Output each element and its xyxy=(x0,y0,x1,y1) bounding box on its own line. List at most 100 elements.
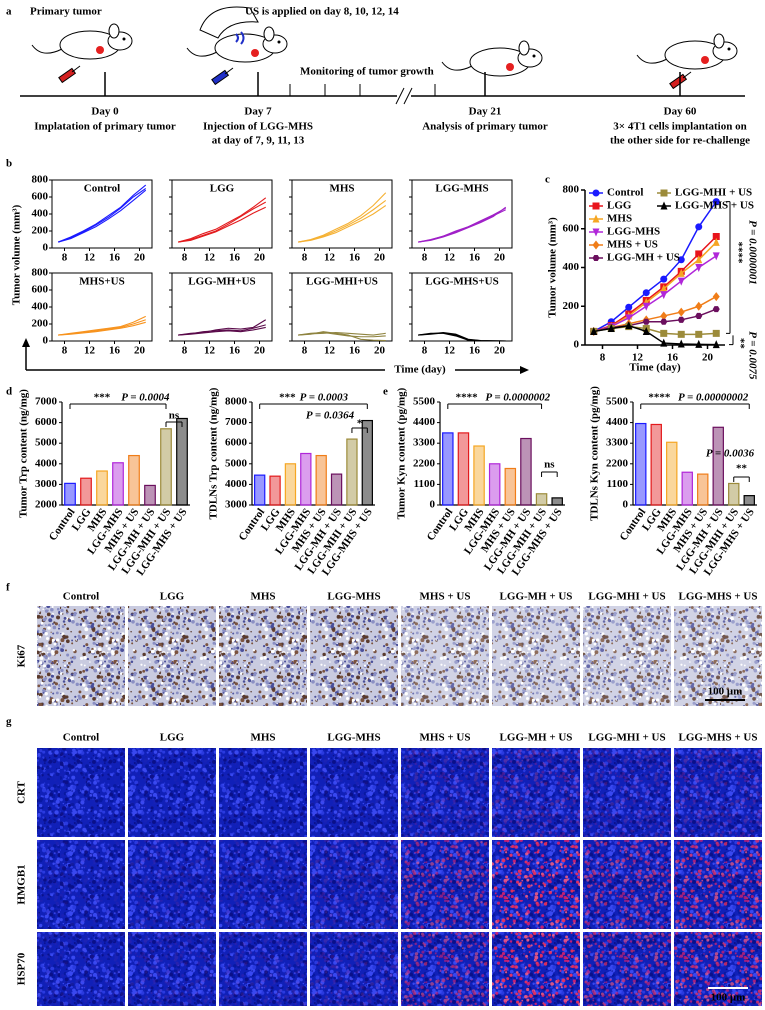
bar xyxy=(520,437,532,506)
syringe xyxy=(211,69,230,86)
bar xyxy=(650,423,662,506)
marker xyxy=(660,338,668,347)
y-tick-label: 800 xyxy=(32,174,49,186)
marker xyxy=(592,228,600,237)
if-image xyxy=(37,748,125,837)
marker xyxy=(660,318,668,325)
syringe xyxy=(58,67,77,84)
legend-label: MHS + US xyxy=(607,239,658,251)
marker xyxy=(592,189,600,197)
if-signal xyxy=(674,748,762,837)
subplot-title: Control xyxy=(84,183,120,195)
x-tick-label: 8 xyxy=(62,252,68,264)
timeline-break xyxy=(395,87,405,105)
marker xyxy=(677,277,685,286)
mouse-tail xyxy=(186,47,218,57)
p-value: P = 0.0036 xyxy=(706,448,755,460)
x-tick-label: 8 xyxy=(182,252,188,264)
bar xyxy=(635,422,647,506)
mouse-ear xyxy=(108,23,120,39)
marker xyxy=(642,326,650,335)
needle xyxy=(71,65,81,73)
y-tick-label: 0 xyxy=(43,335,49,347)
row-label: HMGB1 xyxy=(16,864,28,904)
x-tick-label: 20 xyxy=(494,252,506,264)
marker xyxy=(712,292,720,302)
x-tick-label: 20 xyxy=(134,252,146,264)
y-tick-label: 600 xyxy=(32,191,49,203)
ihc-image xyxy=(401,606,489,706)
mouse-eye xyxy=(532,54,536,58)
mouse-ear xyxy=(518,40,530,56)
if-image xyxy=(219,748,307,837)
event-day: Day 60 xyxy=(664,106,697,118)
tumor xyxy=(701,56,709,64)
ihc-image xyxy=(128,606,216,706)
subplot-title: LGG-MHS xyxy=(435,183,488,195)
subplot-title: LGG-MHI+US xyxy=(306,276,378,288)
ihc-image xyxy=(310,606,398,706)
bar xyxy=(666,441,678,506)
if-signal xyxy=(401,932,489,1006)
event-desc: the other side for re-challenge xyxy=(610,135,750,147)
marker xyxy=(695,339,703,348)
bar xyxy=(712,426,724,506)
significance: ns xyxy=(169,410,180,422)
p-value: P = 0.00000002 xyxy=(678,392,749,404)
bar xyxy=(284,463,297,506)
bar xyxy=(96,470,108,506)
syringe xyxy=(669,73,688,90)
y-tick-label: 5500 xyxy=(413,396,436,408)
mouse-tail xyxy=(31,44,63,54)
column-title: LGG-MHS xyxy=(327,732,380,744)
if-signal xyxy=(219,932,307,1006)
if-signal xyxy=(401,840,489,929)
panel-label: b xyxy=(6,158,12,170)
marker xyxy=(712,237,720,246)
marker xyxy=(642,302,650,311)
bar xyxy=(442,432,454,506)
p-value: P = 0.0000001 xyxy=(746,220,758,285)
significance: **** xyxy=(456,392,479,404)
marker xyxy=(695,250,703,258)
column-title: LGG-MH + US xyxy=(500,591,573,603)
column-title: LGG-MHI + US xyxy=(588,732,665,744)
bar xyxy=(330,473,343,506)
x-tick-label: 20 xyxy=(374,345,386,357)
marker xyxy=(660,201,668,210)
subplot-title: LGG-MHS+US xyxy=(425,276,499,288)
marker xyxy=(660,284,668,293)
arrow-head xyxy=(22,338,30,347)
x-tick-label: 16 xyxy=(469,345,481,357)
marker xyxy=(677,256,685,264)
y-tick-label: 800 xyxy=(563,184,580,196)
annotation: Monitoring of tumor growth xyxy=(300,66,434,78)
panel-label: c xyxy=(545,174,550,186)
if-signal xyxy=(492,840,580,929)
line-series xyxy=(298,205,387,243)
mouse-ear xyxy=(713,33,725,49)
tumor xyxy=(251,49,259,57)
if-signal xyxy=(583,840,671,929)
y-tick-label: 3000 xyxy=(35,478,58,490)
if-signal xyxy=(492,748,580,837)
p-value: P = 0.0004 xyxy=(121,392,170,404)
line-series xyxy=(178,324,266,336)
x-tick-label: 20 xyxy=(374,252,386,264)
y-tick-label: 600 xyxy=(32,284,49,296)
x-tick-label: 8 xyxy=(182,345,188,357)
marker xyxy=(712,233,720,240)
marker xyxy=(625,303,633,311)
subplot-title: LGG-MH+US xyxy=(188,276,255,288)
x-tick-label: 8 xyxy=(302,252,308,264)
ihc-image xyxy=(492,606,580,706)
marker xyxy=(660,329,668,337)
y-tick-label: 0 xyxy=(43,242,49,254)
marker xyxy=(695,264,703,272)
event-desc: at day of 7, 9, 11, 13 xyxy=(212,135,305,147)
mouse-tail xyxy=(441,61,473,71)
x-tick-label: 16 xyxy=(349,252,361,264)
scale-bar-label: 100 μm xyxy=(711,992,746,1004)
legend-label: Control xyxy=(607,187,643,199)
y-tick-label: 5000 xyxy=(225,457,248,469)
